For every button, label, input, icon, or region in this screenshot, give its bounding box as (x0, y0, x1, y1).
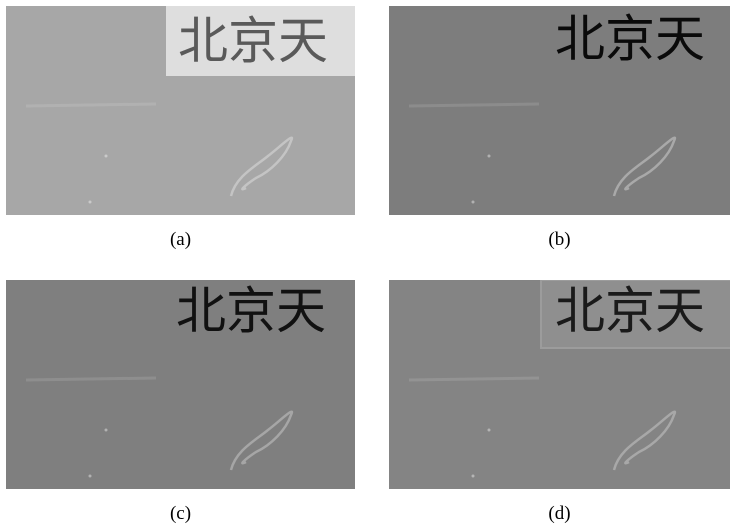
panel: 北京天 (389, 280, 730, 489)
sign-text: 北京天 (178, 12, 328, 70)
panel: 北京天 (6, 6, 366, 215)
caption: (a) (170, 229, 191, 250)
speck (488, 429, 491, 432)
streak (26, 378, 156, 380)
speck (105, 155, 108, 158)
speck (488, 155, 491, 158)
figure: 北京天 (a) 北京天 (b) 北京天 (c) 北京天 (d) (0, 0, 730, 528)
caption: (b) (548, 229, 570, 250)
streak (409, 378, 539, 380)
speck (89, 201, 92, 204)
sign-text: 北京天 (176, 282, 326, 340)
speck (472, 475, 475, 478)
streak (409, 104, 539, 106)
panel: 北京天 (389, 6, 730, 215)
sign-text: 北京天 (555, 282, 705, 340)
caption: (d) (548, 503, 570, 524)
streak (26, 104, 156, 106)
speck (105, 429, 108, 432)
panel: 北京天 (6, 280, 355, 489)
speck (89, 475, 92, 478)
caption: (c) (170, 503, 191, 524)
sign-text: 北京天 (555, 10, 705, 68)
speck (472, 201, 475, 204)
